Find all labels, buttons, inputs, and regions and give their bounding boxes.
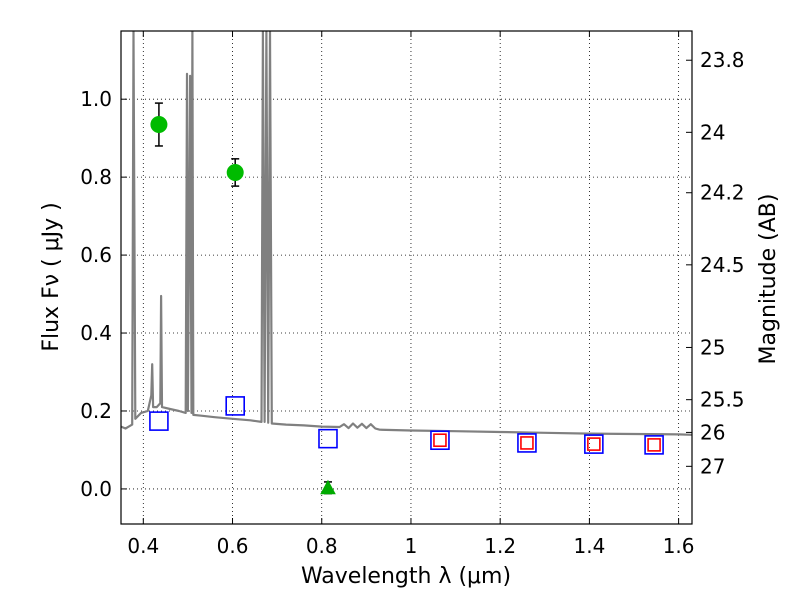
model-band-point bbox=[520, 436, 534, 450]
right-axis-label: Magnitude (AB) bbox=[756, 194, 781, 365]
right-tick-label: 25.5 bbox=[700, 388, 745, 412]
x-tick-label: 1.4 bbox=[573, 534, 605, 558]
right-tick-label: 23.8 bbox=[700, 48, 745, 72]
model-spectrum-line bbox=[121, 31, 692, 436]
model-band-point bbox=[647, 438, 661, 452]
model-band-point bbox=[433, 433, 447, 448]
y-tick-label: 0.8 bbox=[80, 165, 112, 189]
right-tick-label: 27 bbox=[700, 454, 725, 478]
model-band-point bbox=[149, 411, 169, 431]
model-band-point bbox=[430, 430, 450, 451]
x-tick-label: 1.2 bbox=[484, 534, 516, 558]
x-tick-label: 0.4 bbox=[127, 534, 159, 558]
model-band-point bbox=[587, 437, 601, 451]
y-tick-label: 0.0 bbox=[80, 477, 112, 501]
x-tick-label: 0.6 bbox=[217, 534, 249, 558]
model-band-point bbox=[584, 434, 604, 454]
right-tick-label: 24.2 bbox=[700, 181, 745, 205]
model-band-point bbox=[318, 428, 338, 449]
right-tick-label: 24 bbox=[700, 120, 725, 144]
model-band-point bbox=[517, 433, 537, 453]
y-tick-label: 0.4 bbox=[80, 321, 112, 345]
x-tick-label: 1.6 bbox=[663, 534, 695, 558]
right-tick-label: 25 bbox=[700, 335, 725, 359]
photometry-point bbox=[226, 163, 244, 181]
model-band-point bbox=[644, 435, 664, 455]
right-tick-label: 24.5 bbox=[700, 253, 745, 277]
data-layer bbox=[121, 31, 692, 495]
right-tick-label: 26 bbox=[700, 420, 725, 444]
y-tick-label: 1.0 bbox=[80, 87, 112, 111]
upper-limit-point bbox=[320, 479, 336, 495]
y-axis-label: Flux Fν ( μJy ) bbox=[39, 202, 64, 351]
photometry-point bbox=[150, 116, 168, 134]
plot-area bbox=[121, 31, 692, 524]
x-tick-label: 1 bbox=[405, 534, 418, 558]
x-tick-label: 0.8 bbox=[306, 534, 338, 558]
y-tick-label: 0.6 bbox=[80, 243, 112, 267]
axis-layer: 0.4 0.6 0.8 1 1.2 1.4 1.6 0.0 0.2 0.4 0.6 0.8 1.0 23.… bbox=[80, 31, 745, 558]
plot-frame bbox=[120, 30, 693, 525]
model-band-point bbox=[225, 396, 245, 416]
x-axis-label: Wavelength λ (μm) bbox=[301, 564, 511, 589]
y-tick-label: 0.2 bbox=[80, 399, 112, 423]
